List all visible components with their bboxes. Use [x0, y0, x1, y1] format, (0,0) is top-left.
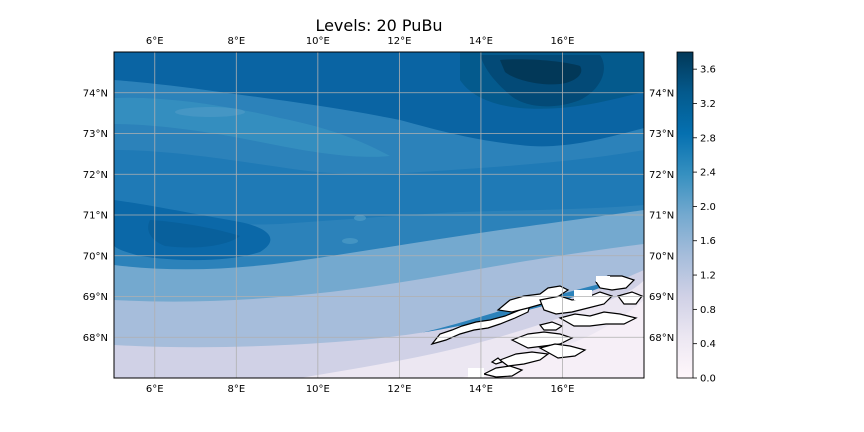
lon-tick-label: 10°E — [306, 36, 330, 47]
lon-tick-label: 12°E — [387, 36, 411, 47]
land-mask — [468, 368, 484, 378]
colorbar: 0.0 0.4 0.8 1.2 1.6 2.0 2.4 2.8 3.2 3.6 — [676, 51, 716, 385]
colorbar-tick-label: 3.6 — [700, 65, 716, 76]
lon-tick-label: 8°E — [227, 384, 245, 395]
latitude-labels-left: 68°N 69°N 70°N 71°N 72°N 73°N 74°N — [83, 88, 108, 344]
longitude-labels-bottom: 6°E 8°E 10°E 12°E 14°E 16°E — [146, 384, 575, 395]
lat-tick-label: 70°N — [83, 251, 108, 262]
latitude-labels-right: 68°N 69°N 70°N 71°N 72°N 73°N 74°N — [649, 88, 674, 344]
lat-tick-label: 69°N — [83, 292, 108, 303]
gridlines — [114, 52, 644, 378]
map-frame — [113, 51, 645, 379]
colorbar-tick-label: 0.0 — [700, 374, 716, 385]
lat-tick-label: 73°N — [83, 129, 108, 140]
lat-tick-label: 71°N — [649, 211, 674, 222]
lon-tick-label: 14°E — [469, 36, 493, 47]
land-mask — [596, 276, 610, 282]
land-mask — [574, 290, 592, 300]
colorbar-tick-label: 2.0 — [700, 202, 716, 213]
colorbar-tick-label: 2.8 — [700, 133, 716, 144]
colorbar-tick-label: 3.2 — [700, 99, 716, 110]
colorbar-tick-label: 0.8 — [700, 305, 716, 316]
lat-tick-label: 74°N — [83, 88, 108, 99]
lat-tick-label: 69°N — [649, 292, 674, 303]
lat-tick-label: 72°N — [83, 170, 108, 181]
lon-tick-label: 10°E — [306, 384, 330, 395]
lon-tick-label: 6°E — [146, 36, 164, 47]
colorbar-gradient — [677, 52, 693, 378]
colorbar-tick-label: 1.2 — [700, 271, 716, 282]
lat-tick-label: 74°N — [649, 88, 674, 99]
lat-tick-label: 68°N — [83, 333, 108, 344]
colorbar-tick-label: 0.4 — [700, 339, 716, 350]
lat-tick-label: 73°N — [649, 129, 674, 140]
longitude-labels-top: 6°E 8°E 10°E 12°E 14°E 16°E — [146, 36, 575, 47]
lat-tick-label: 71°N — [83, 211, 108, 222]
lon-tick-label: 6°E — [146, 384, 164, 395]
lat-tick-label: 72°N — [649, 170, 674, 181]
lon-tick-label: 16°E — [550, 384, 574, 395]
lat-tick-label: 68°N — [649, 333, 674, 344]
lon-tick-label: 8°E — [227, 36, 245, 47]
lat-tick-label: 70°N — [649, 251, 674, 262]
colorbar-tick-label: 1.6 — [700, 236, 716, 247]
lon-tick-label: 12°E — [387, 384, 411, 395]
lon-tick-label: 14°E — [469, 384, 493, 395]
chart-title: Levels: 20 PuBu — [315, 16, 442, 35]
colorbar-ticks: 0.0 0.4 0.8 1.2 1.6 2.0 2.4 2.8 3.2 3.6 — [693, 65, 716, 385]
colorbar-tick-label: 2.4 — [700, 168, 716, 179]
lon-tick-label: 16°E — [550, 36, 574, 47]
colorbar-frame — [676, 51, 694, 379]
